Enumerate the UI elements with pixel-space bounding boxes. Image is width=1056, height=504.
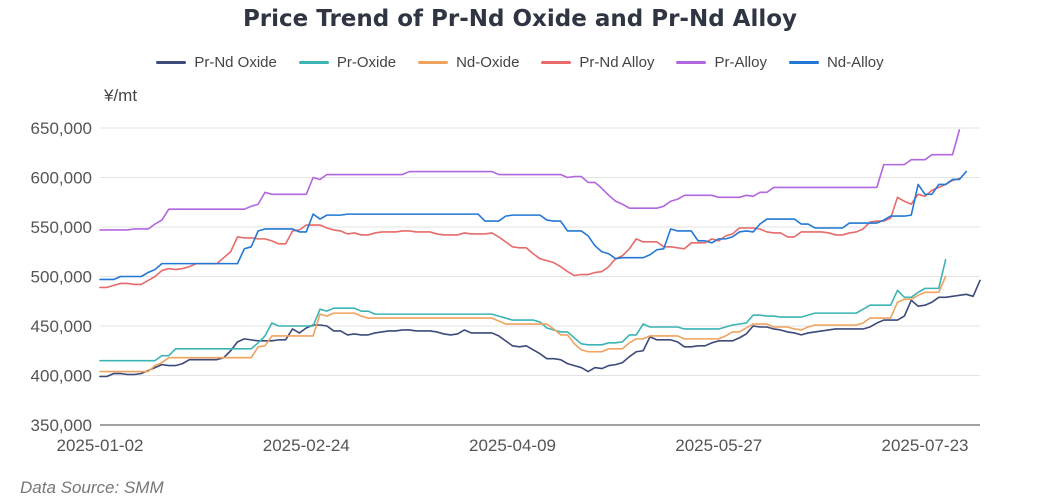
- legend-label: Nd-Oxide: [456, 54, 520, 71]
- chart-title: Price Trend of Pr-Nd Oxide and Pr-Nd All…: [242, 6, 798, 32]
- legend-label: Pr-Alloy: [714, 54, 767, 71]
- y-tick-label: 350,000: [31, 416, 92, 435]
- x-tick-label: 2025-04-09: [469, 436, 556, 455]
- legend-swatch: [541, 61, 572, 64]
- x-tick-label: 2025-01-02: [57, 436, 144, 455]
- legend-swatch: [156, 61, 187, 64]
- x-tick-label: 2025-07-23: [882, 436, 969, 455]
- legend-item[interactable]: Pr-Nd Oxide: [156, 54, 277, 71]
- y-tick-label: 550,000: [31, 218, 92, 237]
- series-line-nd-oxide: [99, 275, 947, 373]
- legend-label: Pr-Nd Oxide: [194, 54, 277, 71]
- series-line-nd-alloy: [99, 170, 968, 281]
- legend-item[interactable]: Nd-Oxide: [418, 54, 519, 71]
- legend-swatch: [418, 61, 449, 64]
- legend-swatch: [298, 61, 329, 64]
- y-tick-label: 500,000: [31, 268, 92, 287]
- series-line-pr-oxide: [99, 258, 947, 362]
- x-tick-label: 2025-05-27: [675, 436, 762, 455]
- legend-item[interactable]: Pr-Nd Alloy: [541, 54, 654, 71]
- legend-swatch: [676, 61, 707, 64]
- y-tick-label: 400,000: [31, 367, 92, 386]
- series-line-pr-nd-oxide: [99, 279, 981, 378]
- legend-item[interactable]: Nd-Alloy: [788, 54, 884, 71]
- data-source-note: Data Source: SMM: [20, 478, 164, 497]
- y-tick-label: 650,000: [31, 119, 92, 138]
- y-tick-label: 450,000: [31, 317, 92, 336]
- legend-label: Pr-Nd Alloy: [579, 54, 655, 71]
- legend-label: Nd-Alloy: [826, 54, 884, 71]
- legend-item[interactable]: Pr-Alloy: [676, 54, 767, 71]
- y-tick-label: 600,000: [31, 169, 92, 188]
- legend-item[interactable]: Pr-Oxide: [298, 54, 397, 71]
- x-tick-label: 2025-02-24: [263, 436, 350, 455]
- y-axis-unit: ¥/mt: [104, 86, 138, 105]
- legend-label: Pr-Oxide: [336, 54, 397, 71]
- chart-legend: Pr-Nd Oxide Pr-Oxide Nd-Oxide Pr-Nd Alloy Pr…: [0, 54, 1040, 71]
- series-line-pr-nd-alloy: [99, 177, 961, 289]
- series-line-pr-alloy: [99, 129, 961, 231]
- legend-swatch: [788, 61, 819, 64]
